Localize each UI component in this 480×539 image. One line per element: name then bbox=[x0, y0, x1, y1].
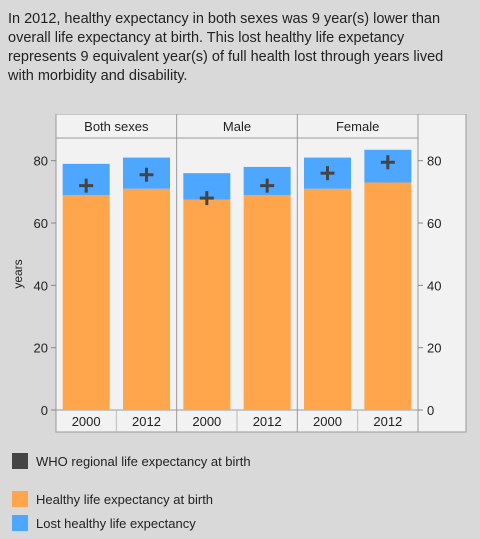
category-tick-label: 2000 bbox=[72, 414, 101, 429]
y-tick-label-right: 0 bbox=[427, 403, 434, 418]
bar-healthy bbox=[304, 188, 351, 410]
y-tick-label-right: 20 bbox=[427, 341, 441, 356]
legend-swatch-lost bbox=[12, 515, 28, 531]
bar-healthy bbox=[123, 188, 170, 410]
chart-description: In 2012, healthy expectancy in both sexe… bbox=[8, 11, 444, 84]
y-tick-label-left: 40 bbox=[34, 278, 48, 293]
plot-area bbox=[55, 114, 419, 433]
legend-swatch-healthy bbox=[12, 491, 28, 507]
category-tick-label: 2012 bbox=[132, 414, 161, 429]
bar-healthy bbox=[183, 199, 231, 410]
category-tick-label: 2012 bbox=[253, 414, 282, 429]
right-axis-strip bbox=[417, 114, 467, 433]
y-axis-label: years bbox=[11, 259, 25, 288]
y-tick-label-right: 80 bbox=[427, 154, 441, 169]
category-tick-label: 2000 bbox=[313, 414, 342, 429]
panel-label: Female bbox=[336, 119, 379, 134]
y-tick-label-right: 60 bbox=[427, 216, 441, 231]
legend-swatch-regional bbox=[12, 453, 28, 469]
category-tick-label: 2012 bbox=[373, 414, 402, 429]
y-tick-label-right: 40 bbox=[427, 278, 441, 293]
category-tick-label: 2000 bbox=[192, 414, 221, 429]
legend-item-regional: WHO regional life expectancy at birth bbox=[12, 453, 251, 469]
bar-healthy bbox=[364, 182, 412, 410]
y-tick-label-left: 80 bbox=[34, 154, 48, 169]
bar-healthy bbox=[62, 194, 110, 410]
y-tick-label-left: 60 bbox=[34, 216, 48, 231]
bar-healthy bbox=[243, 194, 291, 410]
legend-label-regional: WHO regional life expectancy at birth bbox=[36, 453, 251, 469]
panel-label: Both sexes bbox=[84, 119, 149, 134]
legend-label-lost: Lost healthy life expectancy bbox=[36, 515, 196, 531]
y-tick-label-left: 20 bbox=[34, 341, 48, 356]
legend-item-lost: Lost healthy life expectancy bbox=[12, 515, 196, 531]
panel-label: Male bbox=[223, 119, 251, 134]
legend-item-healthy: Healthy life expectancy at birth bbox=[12, 491, 213, 507]
legend-label-healthy: Healthy life expectancy at birth bbox=[36, 491, 214, 507]
y-tick-label-left: 0 bbox=[41, 403, 48, 418]
